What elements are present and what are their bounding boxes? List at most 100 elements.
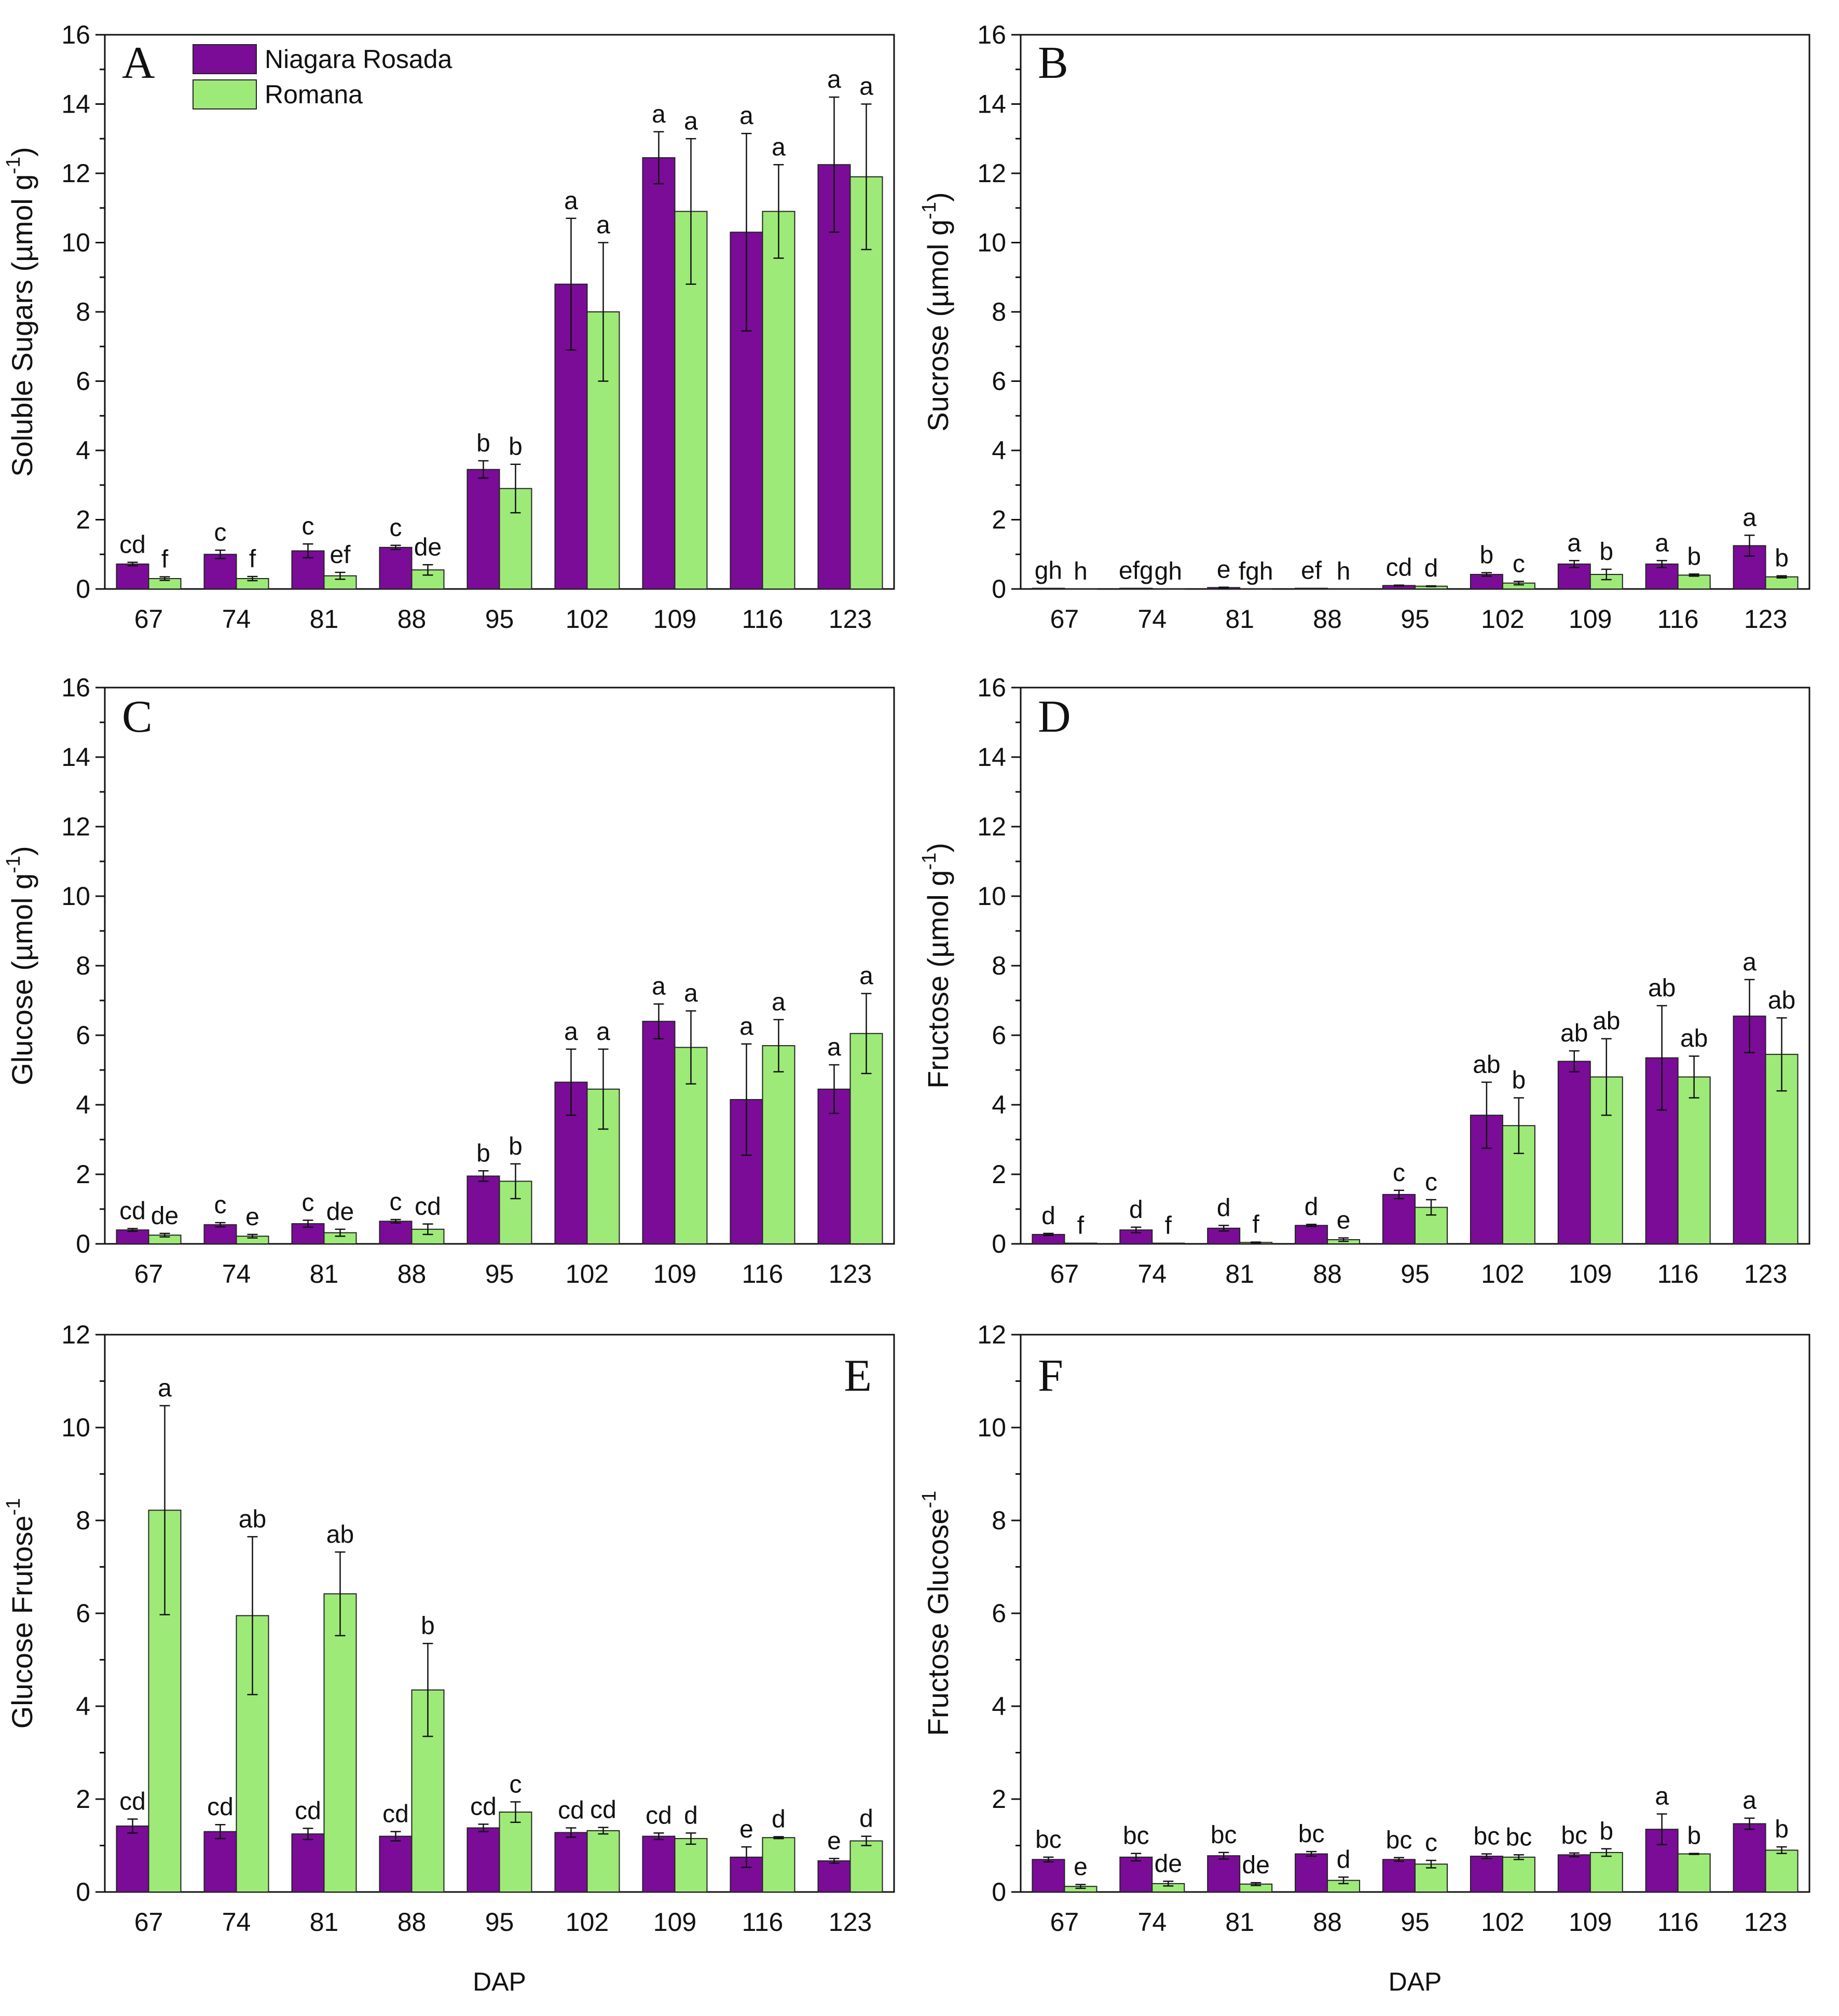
significance-letter: a <box>859 73 873 101</box>
y-tick-label: 4 <box>992 1090 1006 1119</box>
significance-letter: a <box>772 989 786 1016</box>
significance-letter: a <box>1567 529 1581 557</box>
y-tick-label: 4 <box>76 436 90 465</box>
bar-romana <box>1064 1242 1097 1244</box>
significance-letter: f <box>249 545 256 573</box>
y-tick-label: 14 <box>977 90 1006 119</box>
significance-letter: cd <box>295 1797 321 1825</box>
bar-niagara-rosada <box>554 1832 588 1892</box>
x-tick-label: 81 <box>310 1908 339 1937</box>
bar-romana <box>1677 574 1711 590</box>
significance-letter: cd <box>119 531 146 559</box>
bar-romana <box>1677 1076 1711 1244</box>
significance-letter: cd <box>207 1793 234 1821</box>
x-tick-label: 102 <box>1481 605 1524 634</box>
significance-letter: c <box>510 1771 522 1798</box>
significance-letter: a <box>158 1375 172 1402</box>
significance-letter: a <box>1742 949 1756 976</box>
significance-letter: a <box>859 963 873 990</box>
bar-niagara-rosada <box>466 469 500 590</box>
y-tick-label: 12 <box>977 1320 1006 1349</box>
significance-letter: bc <box>1211 1821 1237 1849</box>
x-tick-label: 74 <box>1138 605 1167 634</box>
y-tick-label: 10 <box>61 228 90 257</box>
bar-niagara-rosada <box>730 1099 763 1244</box>
x-tick-label: 67 <box>134 1908 163 1937</box>
y-axis-label-sup: -1 <box>3 1498 24 1516</box>
significance-letter: d <box>684 1802 698 1829</box>
significance-letter: a <box>1742 504 1756 532</box>
x-tick-label: 67 <box>134 605 163 634</box>
y-axis-label-main: Fructose (µmol g <box>922 870 954 1089</box>
significance-letter: b <box>1480 542 1494 569</box>
panel-label: D <box>1038 692 1071 742</box>
significance-letter: b <box>1775 545 1789 572</box>
bar-niagara-rosada <box>1295 587 1328 590</box>
y-axis-label-main: Sucrose (µmol g <box>922 220 954 432</box>
significance-letter: d <box>1217 1194 1231 1222</box>
y-tick-label: 10 <box>977 1413 1006 1442</box>
significance-letter: bc <box>1474 1823 1500 1850</box>
significance-letter: c <box>302 1189 314 1216</box>
x-axis-label: DAP <box>1389 1967 1442 1996</box>
significance-letter: de <box>326 1198 354 1226</box>
bar-romana <box>1589 1852 1623 1893</box>
y-tick-label: 6 <box>76 1599 90 1628</box>
bar-niagara-rosada <box>116 563 149 589</box>
bar-niagara-rosada <box>116 1229 149 1244</box>
bar-niagara-rosada <box>203 554 237 589</box>
bar-romana <box>762 1837 795 1892</box>
significance-letter: fgh <box>1239 558 1273 585</box>
x-tick-label: 81 <box>310 605 339 634</box>
y-tick-label: 6 <box>76 1021 90 1050</box>
x-tick-label: 123 <box>829 1908 872 1937</box>
significance-letter: b <box>476 1140 490 1167</box>
y-tick-label: 4 <box>992 1692 1006 1721</box>
y-tick-label: 2 <box>76 505 90 534</box>
x-tick-label: 109 <box>1569 605 1612 634</box>
significance-letter: de <box>1155 1850 1182 1877</box>
significance-letter: cd <box>590 1796 616 1824</box>
x-tick-label: 81 <box>310 1259 339 1288</box>
significance-letter: f <box>161 546 169 573</box>
bar-niagara-rosada <box>1032 587 1065 590</box>
bar-niagara-rosada <box>379 546 413 590</box>
significance-letter: e <box>1074 1854 1088 1881</box>
significance-letter: bc <box>1035 1826 1062 1854</box>
significance-letter: bc <box>1386 1827 1412 1854</box>
bar-niagara-rosada <box>466 1175 500 1245</box>
y-tick-label: 10 <box>977 882 1006 911</box>
y-tick-label: 12 <box>61 1320 90 1349</box>
x-tick-label: 123 <box>1744 1259 1787 1288</box>
bar-romana <box>1502 1856 1535 1892</box>
x-tick-label: 74 <box>1138 1259 1167 1288</box>
y-tick-label: 12 <box>61 812 90 841</box>
y-axis-label-sup: -1 <box>918 853 940 870</box>
bar-niagara-rosada <box>466 1827 500 1892</box>
x-tick-label: 74 <box>222 605 251 634</box>
bar-niagara-rosada <box>1382 1194 1416 1245</box>
y-tick-label: 8 <box>992 297 1006 326</box>
significance-letter: d <box>1041 1202 1055 1230</box>
significance-letter: ab <box>1768 987 1795 1014</box>
x-tick-label: 102 <box>566 1259 609 1288</box>
bar-niagara-rosada <box>291 1833 325 1892</box>
significance-letter: b <box>509 433 523 461</box>
bar-romana <box>586 1830 620 1893</box>
y-tick-label: 0 <box>76 574 90 604</box>
y-tick-label: 6 <box>992 1021 1006 1050</box>
x-tick-label: 123 <box>829 1259 872 1288</box>
panel-a: 0 2 4 6 8 10 12 14 16 Soluble Sugars (µmol g-1) A 6… <box>3 20 895 634</box>
significance-letter: b <box>1687 543 1701 570</box>
bar-romana <box>1151 1242 1185 1244</box>
y-tick-label: 0 <box>992 1877 1006 1907</box>
y-tick-label: 2 <box>76 1785 90 1814</box>
x-tick-label: 88 <box>1313 1259 1342 1288</box>
significance-letter: d <box>1337 1846 1351 1873</box>
significance-letter: ef <box>1301 557 1322 585</box>
y-axis-label: Glucose Frutose-1 <box>3 1498 38 1729</box>
significance-letter: a <box>564 187 578 215</box>
x-tick-label: 95 <box>485 1259 514 1288</box>
significance-letter: a <box>1655 529 1669 557</box>
